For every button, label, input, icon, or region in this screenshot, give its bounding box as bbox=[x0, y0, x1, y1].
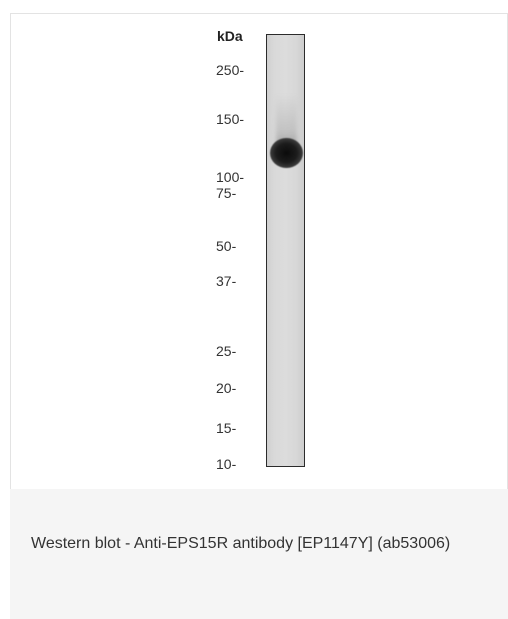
marker-50: 50- bbox=[216, 238, 237, 254]
western-blot-image: kDa 250- 150- 100- 75- 50- 37- 25- 20- 1… bbox=[11, 14, 508, 490]
marker-75: 75- bbox=[216, 185, 237, 201]
marker-20: 20- bbox=[216, 380, 237, 396]
marker-25: 25- bbox=[216, 343, 237, 359]
protein-band bbox=[270, 138, 303, 168]
unit-label: kDa bbox=[217, 28, 243, 44]
figure-caption: Western blot - Anti-EPS15R antibody [EP1… bbox=[10, 489, 508, 619]
blot-lane bbox=[266, 34, 305, 467]
marker-150: 150- bbox=[216, 111, 245, 127]
marker-250: 250- bbox=[216, 62, 245, 78]
marker-15: 15- bbox=[216, 420, 237, 436]
marker-100: 100- bbox=[216, 169, 245, 185]
western-blot-figure: kDa 250- 150- 100- 75- 50- 37- 25- 20- 1… bbox=[10, 13, 508, 489]
marker-10: 10- bbox=[216, 456, 237, 472]
caption-text: Western blot - Anti-EPS15R antibody [EP1… bbox=[31, 535, 451, 552]
marker-37: 37- bbox=[216, 273, 237, 289]
